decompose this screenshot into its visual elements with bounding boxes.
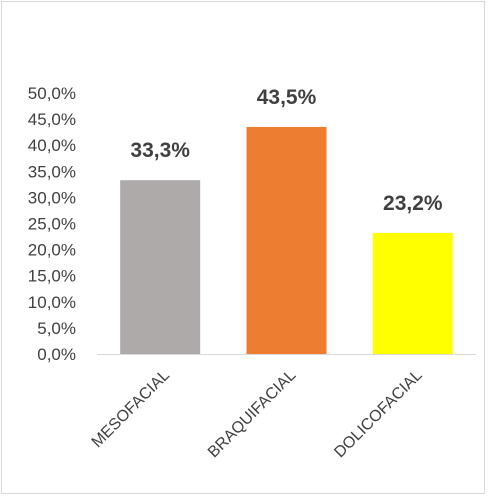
y-tick-label: 35,0% (28, 162, 76, 181)
data-label: 43,5% (257, 86, 317, 109)
y-tick-label: 40,0% (28, 136, 76, 155)
bar-braquifacial (246, 126, 327, 355)
bar-series (120, 126, 453, 355)
x-tick-label: BRAQUIFACIAL (205, 367, 299, 461)
bar-mesofacial (120, 180, 201, 354)
y-tick-label: 15,0% (28, 267, 76, 286)
x-tick-label: MESOFACIAL (89, 367, 173, 451)
data-label: 23,2% (383, 192, 443, 215)
y-tick-label: 10,0% (28, 293, 76, 312)
y-tick-label: 30,0% (28, 188, 76, 207)
x-axis: MESOFACIAL BRAQUIFACIAL DOLICOFACIAL (89, 367, 426, 461)
y-tick-label: 0,0% (37, 345, 76, 364)
y-tick-label: 25,0% (28, 215, 76, 234)
y-tick-label: 20,0% (28, 241, 76, 260)
data-labels: 33,3% 43,5% 23,2% (130, 86, 443, 215)
y-tick-label: 45,0% (28, 110, 76, 129)
bar-dolicofacial (372, 232, 453, 354)
y-tick-label: 50,0% (28, 84, 76, 103)
y-tick-label: 5,0% (37, 319, 76, 338)
data-label: 33,3% (130, 139, 190, 162)
y-axis: 0,0% 5,0% 10,0% 15,0% 20,0% 25,0% 30,0% 35,0% 40… (28, 84, 76, 364)
x-tick-label: DOLICOFACIAL (331, 367, 425, 461)
